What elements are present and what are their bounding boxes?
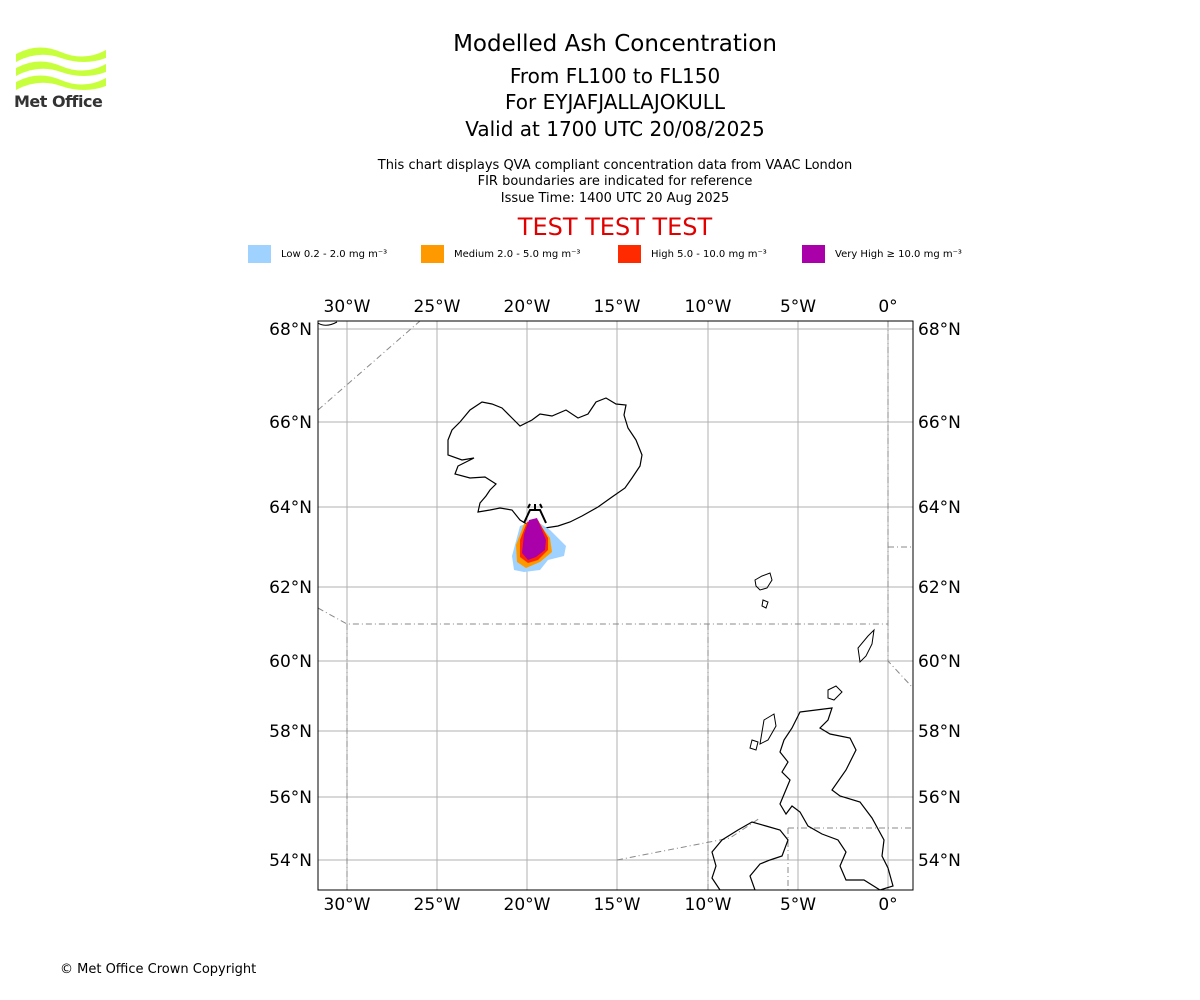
legend-item-low: Low 0.2 - 2.0 mg m⁻³ [248, 244, 387, 264]
shetland-coast [857, 628, 875, 664]
ash-very-high-zone [522, 518, 546, 560]
lon-tick: 0° [878, 895, 897, 915]
map-border [317, 320, 914, 891]
met-office-logo-icon [16, 47, 106, 90]
fir-boundary [616, 817, 761, 861]
lat-ticks-right: 68°N 66°N 64°N 62°N 60°N 58°N 56°N 54°N [918, 320, 961, 871]
lat-tick: 62°N [269, 578, 312, 598]
lon-tick: 20°W [504, 297, 551, 317]
lat-tick: 54°N [269, 851, 312, 871]
fir-boundary [887, 321, 913, 689]
lon-tick: 30°W [324, 297, 371, 317]
legend-label-medium: Medium 2.0 - 5.0 mg m⁻³ [454, 248, 581, 260]
map-background [318, 321, 913, 890]
lon-tick: 10°W [685, 895, 732, 915]
lat-tick: 56°N [918, 788, 961, 808]
lat-tick: 66°N [269, 413, 312, 433]
lon-tick: 25°W [414, 297, 461, 317]
legend-swatch-very-high [802, 245, 825, 263]
test-banner: TEST TEST TEST [517, 213, 713, 241]
lat-tick: 58°N [269, 722, 312, 742]
fir-boundaries [318, 321, 913, 890]
legend-swatch-low [248, 245, 271, 263]
legend-swatch-medium [421, 245, 444, 263]
lon-tick: 25°W [414, 895, 461, 915]
lat-tick: 60°N [269, 652, 312, 672]
valid-time: Valid at 1700 UTC 20/08/2025 [465, 117, 765, 141]
lat-tick: 58°N [918, 722, 961, 742]
lon-tick: 20°W [504, 895, 551, 915]
lat-tick: 60°N [918, 652, 961, 672]
logo-text: Met Office [14, 92, 103, 111]
lat-tick: 66°N [918, 413, 961, 433]
volcano-symbol-icon [523, 503, 547, 524]
hebrides-coast [749, 739, 759, 751]
iceland-coast [447, 397, 643, 529]
fir-boundary [318, 321, 421, 411]
lon-tick: 30°W [324, 895, 371, 915]
lat-tick: 64°N [918, 498, 961, 518]
lat-tick: 64°N [269, 498, 312, 518]
hebrides-coast [759, 713, 777, 745]
legend-label-high: High 5.0 - 10.0 mg m⁻³ [651, 248, 767, 260]
lon-tick: 5°W [780, 297, 816, 317]
lat-ticks-left: 68°N 66°N 64°N 62°N 60°N 58°N 56°N 54°N [269, 320, 312, 871]
legend-label-low: Low 0.2 - 2.0 mg m⁻³ [281, 248, 388, 260]
lon-ticks-bottom: 30°W 25°W 20°W 15°W 10°W 5°W 0° [324, 895, 898, 915]
faroe-coast [754, 572, 773, 591]
lat-tick: 54°N [918, 851, 961, 871]
issue-time: Issue Time: 1400 UTC 20 Aug 2025 [500, 191, 730, 206]
ash-plume [512, 518, 566, 572]
lon-tick: 10°W [685, 297, 732, 317]
ireland-coast [711, 821, 789, 890]
lat-tick: 68°N [269, 320, 312, 340]
legend-label-very-high: Very High ≥ 10.0 mg m⁻³ [835, 248, 962, 260]
lon-tick: 15°W [594, 297, 641, 317]
chart-note-line2: FIR boundaries are indicated for referen… [477, 174, 753, 189]
legend-item-high: High 5.0 - 10.0 mg m⁻³ [618, 244, 767, 264]
lat-tick: 62°N [918, 578, 961, 598]
great-britain-coast [779, 707, 894, 890]
lat-tick: 68°N [918, 320, 961, 340]
lat-tick: 56°N [269, 788, 312, 808]
chart-note-line1: This chart displays QVA compliant concen… [377, 158, 853, 173]
legend-item-very-high: Very High ≥ 10.0 mg m⁻³ [802, 244, 962, 264]
lon-tick: 5°W [780, 895, 816, 915]
lon-ticks-top: 30°W 25°W 20°W 15°W 10°W 5°W 0° [324, 297, 898, 317]
legend-swatch-high [618, 245, 641, 263]
volcano-name: For EYJAFJALLAJOKULL [505, 90, 725, 114]
legend-item-medium: Medium 2.0 - 5.0 mg m⁻³ [421, 244, 580, 264]
faroe-coast [761, 599, 769, 609]
greenland-coast [318, 321, 338, 326]
lon-tick: 15°W [594, 895, 641, 915]
lon-tick: 0° [878, 297, 897, 317]
orkney-coast [827, 685, 843, 701]
chart-title: Modelled Ash Concentration [453, 31, 777, 57]
copyright-notice: © Met Office Crown Copyright [60, 962, 257, 977]
flight-levels: From FL100 to FL150 [509, 64, 721, 88]
